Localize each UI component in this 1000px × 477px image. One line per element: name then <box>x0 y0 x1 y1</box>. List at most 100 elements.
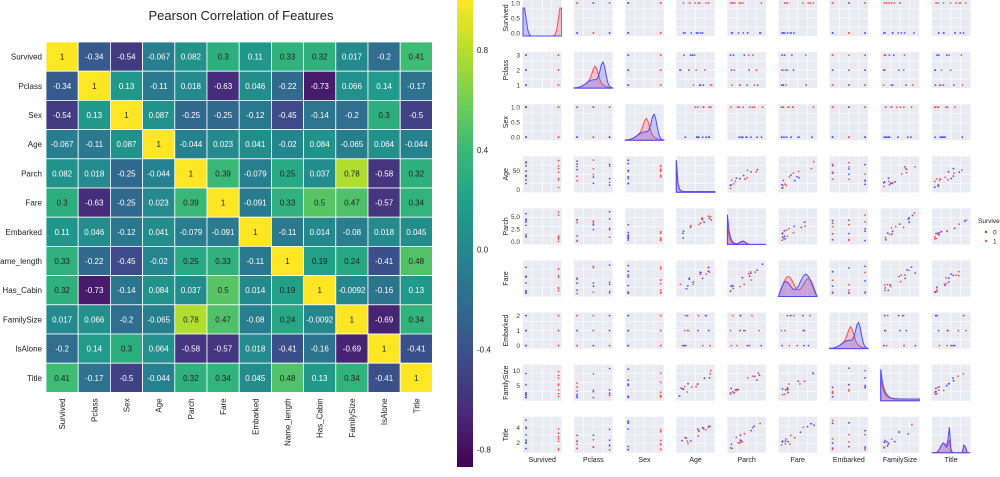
pairplot-point <box>943 136 945 139</box>
pairplot-point <box>686 329 689 332</box>
pairplot-point <box>592 221 595 224</box>
pairplot-point <box>608 136 611 139</box>
heatmap-cell-label: 0.014 <box>310 228 331 237</box>
pairplot-point <box>708 266 710 269</box>
pairplot-point <box>899 329 901 332</box>
pairplot-point <box>684 314 687 317</box>
pairplot-point <box>525 419 527 421</box>
pairplot-point <box>683 385 686 388</box>
pairplot-point <box>782 69 784 71</box>
pairplot-point <box>890 438 893 440</box>
pairplot-point <box>780 69 783 71</box>
pairplot-point <box>792 69 795 71</box>
pairplot-point <box>934 84 937 86</box>
pairplot-point <box>608 392 611 395</box>
pairplot-point <box>960 54 963 56</box>
pairplot-point <box>936 314 938 317</box>
heatmap-cell-label: 0.24 <box>344 257 360 266</box>
pairplot-point <box>961 169 963 172</box>
pairplot-point <box>864 280 866 282</box>
pairplot-panel <box>931 208 971 245</box>
pairplot-point <box>557 389 560 391</box>
pairplot-point <box>809 314 811 317</box>
pairplot-point <box>701 218 704 221</box>
heatmap-cell-label: 0.084 <box>310 140 331 149</box>
pairplot-point <box>627 383 630 386</box>
pairplot-point <box>750 429 753 432</box>
pairplot-point <box>525 439 527 442</box>
pairplot-point <box>699 32 702 34</box>
pairplot-x-label: Embarked <box>833 457 865 464</box>
pairplot-point <box>781 84 783 86</box>
pairplot-point <box>758 374 761 376</box>
pairplot-point <box>939 136 942 139</box>
pairplot-point <box>627 2 630 4</box>
pairplot-point <box>891 232 893 235</box>
pairplot-point <box>848 136 850 139</box>
pairplot-point <box>831 84 834 86</box>
pairplot-point <box>690 224 692 227</box>
pairplot-kde-curve <box>573 60 614 89</box>
pairplot-point <box>864 239 866 242</box>
pairplot-point <box>659 231 662 233</box>
pairplot-panel <box>523 416 562 453</box>
heatmap-cell <box>270 333 304 364</box>
pairplot-point <box>557 235 560 238</box>
pairplot-point <box>812 106 815 109</box>
pairplot-point <box>557 374 560 377</box>
heatmap-cell-label: 0.3 <box>121 345 133 354</box>
heatmap-cell <box>77 70 111 101</box>
pairplot-point <box>705 429 707 431</box>
pairplot-point <box>937 2 939 4</box>
pairplot-point <box>659 381 662 384</box>
pairplot-panel <box>931 364 971 401</box>
heatmap-cell-label: -0.5 <box>409 111 423 120</box>
pairplot-point <box>788 344 791 347</box>
heatmap-cell-label: -0.044 <box>180 140 203 149</box>
pairplot-point <box>735 436 738 439</box>
pairplot-point <box>659 69 662 71</box>
pairplot-point <box>831 395 834 398</box>
pairplot-panel <box>777 260 818 297</box>
heatmap-cell-label: -0.41 <box>375 374 394 383</box>
pairplot-kde-curve <box>829 321 869 350</box>
pairplot-point <box>759 422 761 425</box>
pairplot-point <box>557 165 560 167</box>
pairplot-point <box>707 425 710 428</box>
pairplot-point <box>743 54 746 56</box>
pairplot-point <box>831 270 834 273</box>
pairplot-point <box>848 433 850 436</box>
pairplot-point <box>756 84 759 86</box>
heatmap-cell-label: -0.73 <box>85 286 104 295</box>
heatmap-cell <box>110 158 144 189</box>
heatmap-cell-label: 0.34 <box>409 315 425 324</box>
pairplot-point <box>831 438 834 440</box>
pairplot-point <box>935 390 937 393</box>
pairplot-point <box>751 106 754 109</box>
heatmap-cell-label: -0.0092 <box>338 286 366 295</box>
pairplot-point <box>848 291 850 294</box>
pairplot-point <box>525 344 527 347</box>
heatmap-cell <box>206 362 240 393</box>
pairplot-point <box>729 187 732 190</box>
pairplot-point <box>943 283 946 286</box>
heatmap-cell-label: 0.046 <box>245 82 266 91</box>
pairplot-point <box>697 136 699 139</box>
pairplot-point <box>785 84 787 86</box>
pairplot-point <box>710 84 713 86</box>
pairplot-point <box>864 173 866 175</box>
pairplot-y-tick: 0.0 <box>511 239 520 246</box>
heatmap-row-label: Parch <box>21 169 42 178</box>
pairplot-point <box>608 184 611 187</box>
pairplot-point <box>935 392 938 395</box>
pairplot-panel <box>625 208 664 245</box>
pairplot-point <box>904 277 907 280</box>
pairplot-point <box>897 32 900 34</box>
pairplot-point <box>557 240 560 243</box>
pairplot-point <box>955 274 957 277</box>
pairplot-point <box>701 426 704 429</box>
heatmap-cell <box>238 129 272 160</box>
pairplot-point <box>831 136 834 139</box>
heatmap-cell-label: -0.14 <box>117 286 136 295</box>
pairplot-point <box>782 106 785 109</box>
